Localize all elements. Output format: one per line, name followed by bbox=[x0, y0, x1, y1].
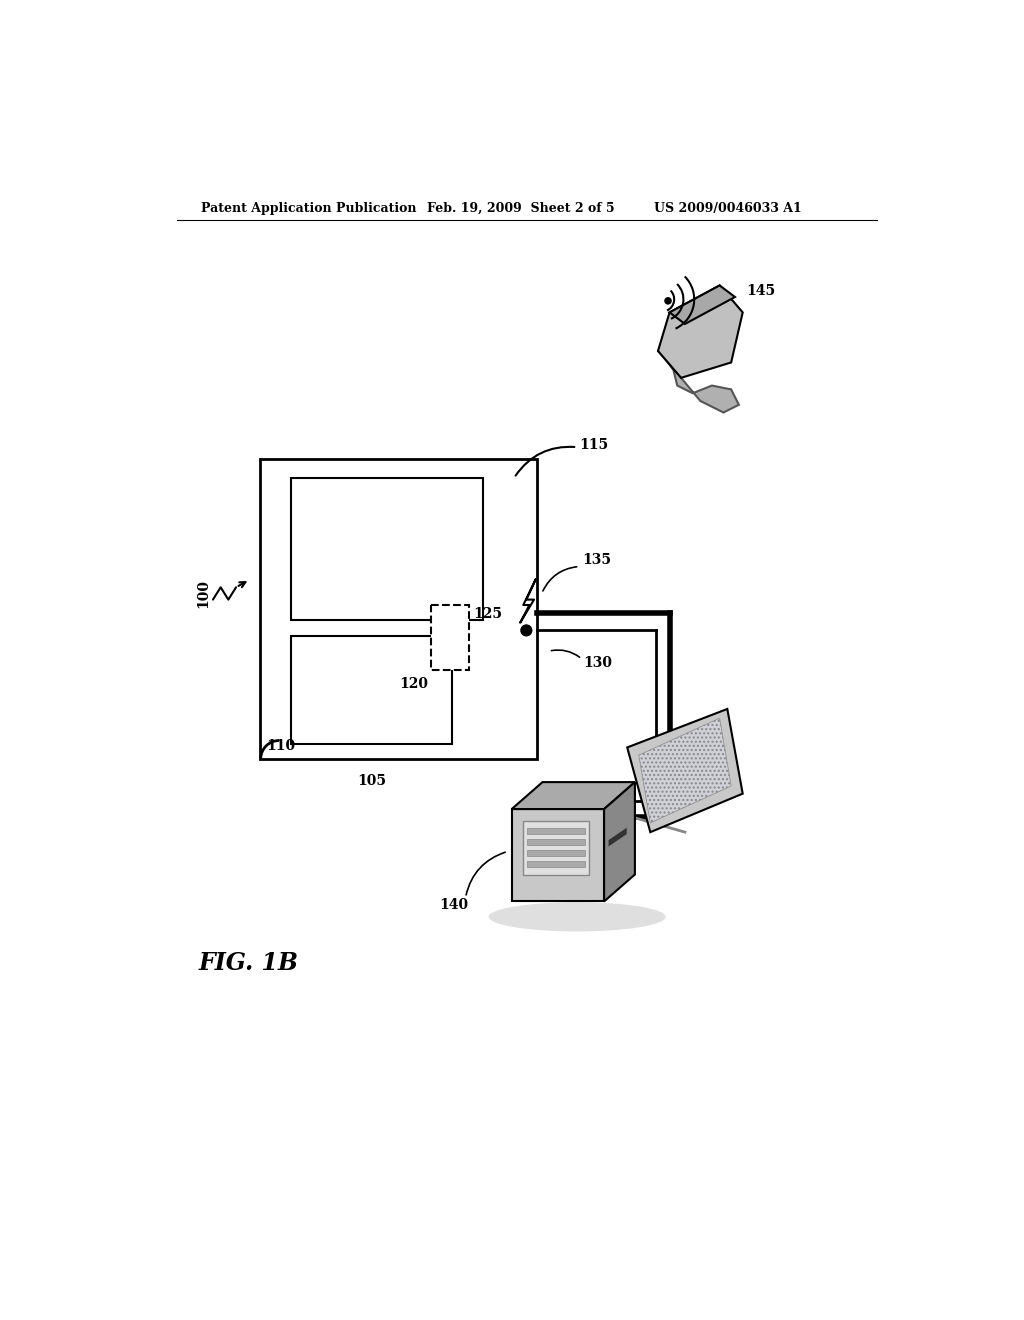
Polygon shape bbox=[523, 821, 589, 874]
Text: FIG. 1B: FIG. 1B bbox=[199, 950, 298, 975]
Bar bbox=[291, 478, 483, 620]
Polygon shape bbox=[658, 351, 739, 412]
Text: US 2009/0046033 A1: US 2009/0046033 A1 bbox=[654, 202, 802, 215]
Text: 120: 120 bbox=[399, 677, 428, 692]
Text: 105: 105 bbox=[357, 774, 386, 788]
Text: 100: 100 bbox=[197, 579, 211, 609]
Polygon shape bbox=[520, 579, 536, 623]
Bar bbox=[260, 459, 538, 759]
Text: 140: 140 bbox=[439, 899, 469, 912]
Polygon shape bbox=[527, 829, 585, 834]
Text: 135: 135 bbox=[582, 553, 610, 568]
Bar bbox=[431, 605, 469, 671]
Polygon shape bbox=[512, 781, 635, 809]
Text: 125: 125 bbox=[473, 607, 502, 622]
Polygon shape bbox=[628, 709, 742, 832]
Polygon shape bbox=[604, 781, 635, 902]
Polygon shape bbox=[658, 285, 742, 378]
Text: 145: 145 bbox=[746, 284, 776, 298]
Polygon shape bbox=[527, 861, 585, 867]
Polygon shape bbox=[527, 840, 585, 845]
Text: 115: 115 bbox=[580, 438, 608, 451]
Text: 110: 110 bbox=[266, 739, 295, 752]
Circle shape bbox=[665, 298, 671, 304]
Polygon shape bbox=[670, 285, 735, 323]
Text: Feb. 19, 2009  Sheet 2 of 5: Feb. 19, 2009 Sheet 2 of 5 bbox=[427, 202, 614, 215]
Polygon shape bbox=[512, 809, 604, 902]
Ellipse shape bbox=[488, 903, 666, 932]
Bar bbox=[291, 636, 453, 743]
Polygon shape bbox=[639, 718, 731, 822]
Text: Patent Application Publication: Patent Application Publication bbox=[202, 202, 417, 215]
Text: 130: 130 bbox=[584, 656, 612, 669]
Circle shape bbox=[521, 626, 531, 636]
Polygon shape bbox=[608, 826, 628, 847]
Polygon shape bbox=[527, 850, 585, 855]
